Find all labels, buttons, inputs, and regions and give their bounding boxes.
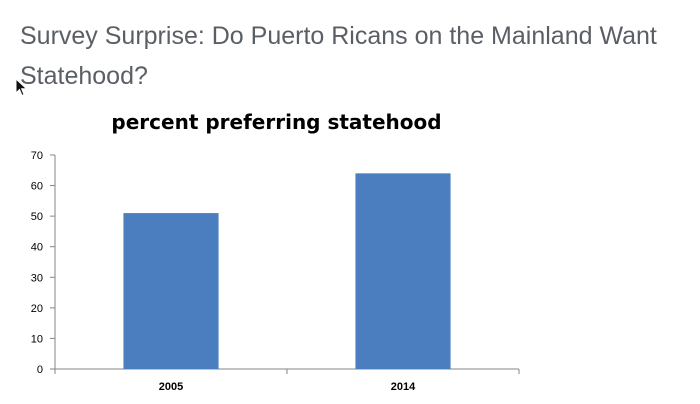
x-category-label: 2014 <box>391 381 416 393</box>
y-tick-label: 40 <box>31 242 43 254</box>
y-tick-label: 0 <box>37 364 43 376</box>
y-tick-label: 60 <box>31 181 43 193</box>
y-tick-label: 20 <box>31 303 43 315</box>
y-tick-label: 30 <box>31 272 43 284</box>
mouse-pointer-icon <box>15 78 28 97</box>
y-tick-label: 70 <box>31 150 43 162</box>
chart-title: percent preferring statehood <box>111 110 442 134</box>
bar-2014 <box>355 173 451 369</box>
y-tick-label: 10 <box>31 333 43 345</box>
article-title: Survey Surprise: Do Puerto Ricans on the… <box>20 22 657 90</box>
y-tick-label: 50 <box>31 211 43 223</box>
bar-2005 <box>123 213 219 369</box>
x-category-label: 2005 <box>159 381 183 393</box>
